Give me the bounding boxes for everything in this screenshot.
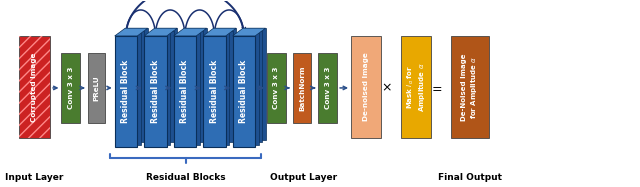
Bar (88, 53, 106, 123)
Polygon shape (144, 28, 177, 36)
Bar (61, 53, 80, 123)
Text: Conv 3 x 3: Conv 3 x 3 (273, 67, 280, 109)
Text: Residual Block: Residual Block (180, 60, 189, 123)
Bar (239, 31, 262, 142)
Bar (19, 36, 50, 138)
Bar (115, 36, 137, 147)
Text: PReLU: PReLU (93, 75, 99, 101)
Text: Residual Block: Residual Block (122, 60, 131, 123)
Text: $=$: $=$ (429, 81, 443, 94)
Text: De-noised Image: De-noised Image (363, 53, 369, 121)
Bar (180, 31, 203, 142)
Text: $\times$: $\times$ (381, 81, 392, 94)
Polygon shape (232, 28, 266, 36)
Bar (173, 36, 196, 147)
Bar (155, 28, 177, 140)
Bar (151, 31, 173, 142)
Polygon shape (115, 28, 148, 36)
Text: Conv 3 x 3: Conv 3 x 3 (68, 67, 74, 109)
Text: Final Output: Final Output (438, 173, 502, 182)
Bar (122, 31, 144, 142)
Bar (351, 36, 381, 138)
Bar (401, 36, 431, 138)
Polygon shape (173, 28, 207, 36)
Bar (125, 28, 148, 140)
Text: Mask $I_{\alpha}$ for
Amplitude $\alpha$: Mask $I_{\alpha}$ for Amplitude $\alpha$ (405, 62, 427, 112)
Polygon shape (203, 28, 236, 36)
Bar (118, 33, 141, 145)
Text: Corrupted Image: Corrupted Image (31, 52, 38, 122)
Bar (451, 36, 489, 138)
Text: Output Layer: Output Layer (271, 173, 337, 182)
Bar (292, 53, 312, 123)
Bar (232, 36, 255, 147)
Bar (203, 36, 226, 147)
Bar (236, 33, 259, 145)
Text: Residual Block: Residual Block (210, 60, 219, 123)
Text: BatchNorm: BatchNorm (299, 65, 305, 111)
Bar (177, 33, 200, 145)
Bar (19, 36, 50, 138)
Bar (184, 28, 207, 140)
Text: De-Noised Image
for Amplitude $\alpha$: De-Noised Image for Amplitude $\alpha$ (461, 53, 479, 121)
Bar (207, 33, 229, 145)
Text: Input Layer: Input Layer (5, 173, 63, 182)
Text: Residual Block: Residual Block (151, 60, 160, 123)
Bar (148, 33, 170, 145)
Text: Residual Blocks: Residual Blocks (146, 173, 225, 182)
Bar (214, 28, 236, 140)
Text: Conv 3 x 3: Conv 3 x 3 (324, 67, 331, 109)
Text: Residual Block: Residual Block (239, 60, 248, 123)
Bar (243, 28, 266, 140)
Bar (210, 31, 233, 142)
Bar (318, 53, 337, 123)
Bar (267, 53, 286, 123)
Bar (144, 36, 166, 147)
